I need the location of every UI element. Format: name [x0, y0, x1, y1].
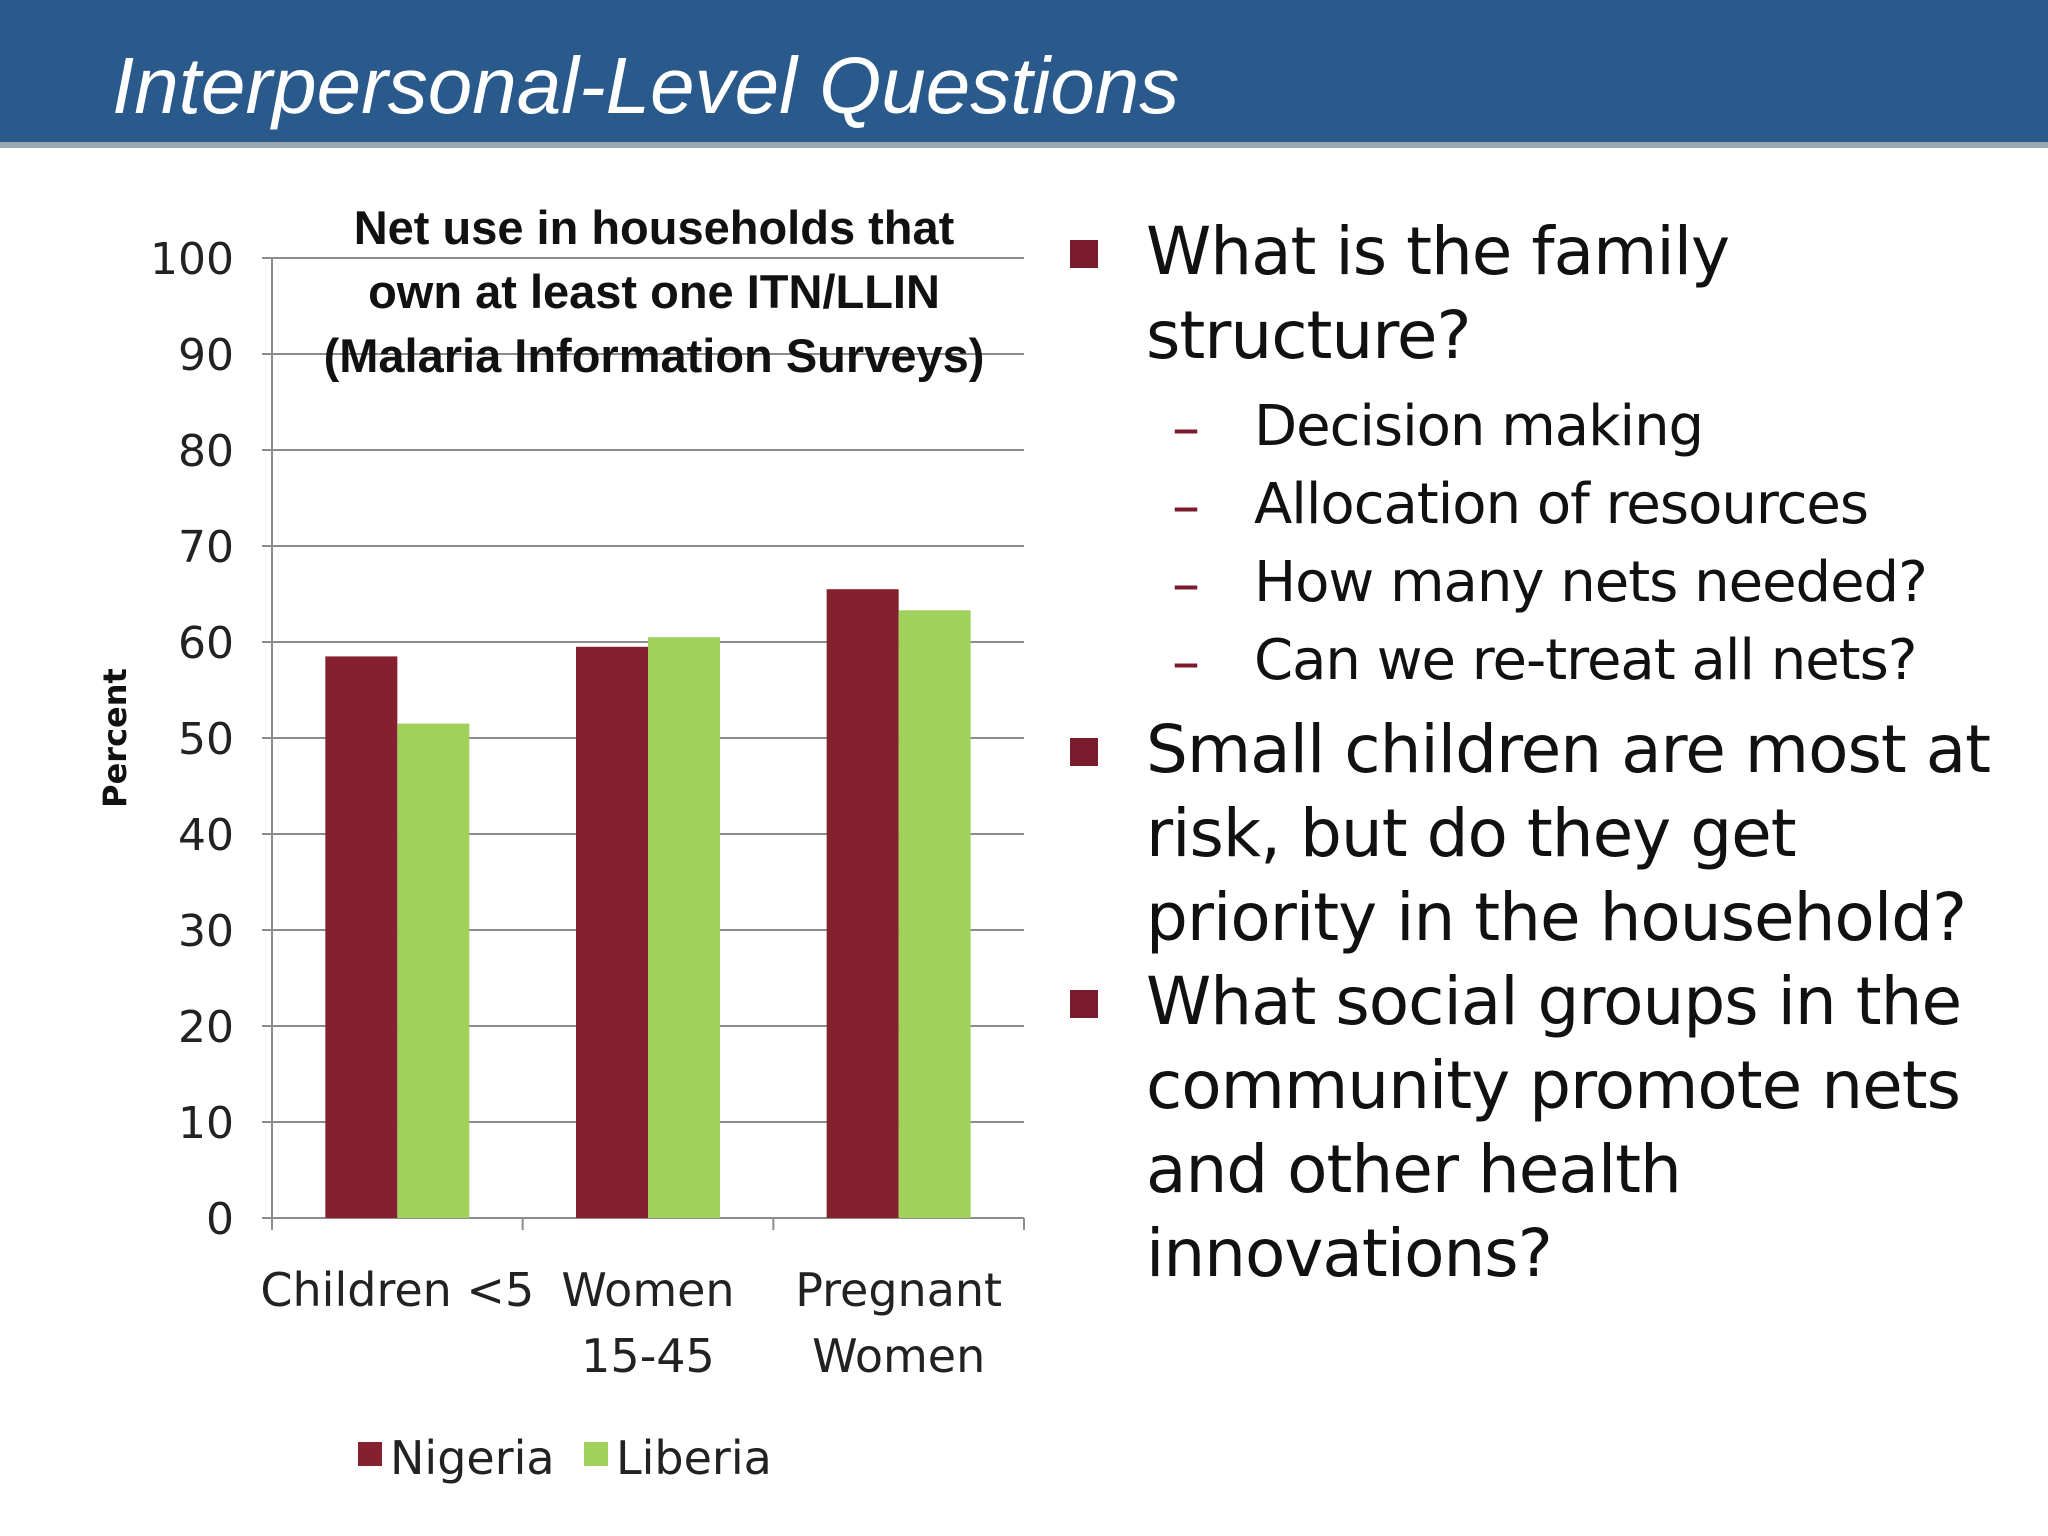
bullet-text: What social groups in the community prom… — [1146, 963, 1962, 1292]
bullet-marker — [1070, 738, 1098, 766]
y-tick-label: 40 — [178, 810, 234, 861]
sub-bullet-item: – How many nets needed? — [1070, 544, 2030, 622]
sub-bullet-text: Decision making — [1254, 394, 1704, 459]
legend-swatch-nigeria — [358, 1442, 382, 1466]
chart-title-line: (Malaria Information Surveys) — [324, 329, 985, 382]
x-tick-label: 15-45 — [581, 1329, 715, 1383]
chart-title-line: Net use in households that — [354, 201, 955, 254]
bullet-list: What is the family structure? – Decision m… — [1070, 210, 2030, 1296]
dash-marker: – — [1172, 396, 1200, 461]
bar-nigeria — [826, 589, 899, 1218]
y-tick-label: 10 — [178, 1098, 234, 1149]
x-tick-label: Pregnant — [795, 1263, 1002, 1317]
legend-label-liberia: Liberia — [616, 1431, 772, 1485]
legend-swatch-liberia — [584, 1442, 608, 1466]
sub-bullet-text: How many nets needed? — [1254, 550, 1928, 615]
slide-title: Interpersonal-Level Questions — [112, 41, 1180, 130]
chart-area: 0 10 20 30 40 50 60 70 80 90 100 Children <5 Women 15… — [0, 148, 1060, 1536]
sub-bullet-item: – Allocation of resources — [1070, 466, 2030, 544]
y-tick-label: 70 — [178, 522, 234, 573]
bar-nigeria — [576, 646, 648, 1218]
bullet-text: What is the family structure? — [1146, 213, 1730, 374]
dash-marker: – — [1172, 630, 1200, 695]
bar-liberia — [898, 610, 971, 1218]
sub-bullet-item: – Decision making — [1070, 388, 2030, 466]
sub-bullet-text: Allocation of resources — [1254, 472, 1869, 537]
bullet-marker — [1070, 240, 1098, 268]
bar-nigeria — [325, 656, 398, 1218]
bullet-item: What is the family structure? — [1070, 210, 2030, 378]
sub-bullet-text: Can we re-treat all nets? — [1254, 628, 1918, 693]
bar-liberia — [648, 637, 720, 1218]
slide-header: Interpersonal-Level Questions — [0, 0, 2048, 148]
y-tick-label: 90 — [178, 330, 234, 381]
x-tick-label: Women — [561, 1263, 734, 1317]
bar-chart: 0 10 20 30 40 50 60 70 80 90 100 Children <5 Women 15… — [96, 201, 1025, 1485]
bullet-item: Small children are most at risk, but do … — [1070, 708, 2030, 960]
bullet-marker — [1070, 990, 1098, 1018]
legend-label-nigeria: Nigeria — [390, 1431, 555, 1485]
y-tick-label: 80 — [178, 426, 234, 477]
y-tick-label: 20 — [178, 1002, 234, 1053]
dash-marker: – — [1172, 474, 1200, 539]
chart-title-line: own at least one ITN/LLIN — [368, 265, 940, 318]
x-tick-label: Women — [812, 1329, 985, 1383]
bullet-text: Small children are most at risk, but do … — [1146, 711, 1991, 956]
y-tick-label: 30 — [178, 906, 234, 957]
bar-liberia — [397, 723, 470, 1218]
x-tick-label: Children <5 — [260, 1263, 534, 1317]
y-tick-label: 0 — [206, 1194, 234, 1245]
dash-marker: – — [1172, 552, 1200, 617]
y-tick-label: 100 — [150, 234, 234, 285]
bullet-item: What social groups in the community prom… — [1070, 960, 2030, 1296]
sub-bullet-list: – Decision making – Allocation of resources… — [1070, 388, 2030, 700]
y-axis-label: Percent — [96, 668, 134, 808]
y-tick-label: 60 — [178, 618, 234, 669]
sub-bullet-item: – Can we re-treat all nets? — [1070, 622, 2030, 700]
y-tick-label: 50 — [178, 714, 234, 765]
